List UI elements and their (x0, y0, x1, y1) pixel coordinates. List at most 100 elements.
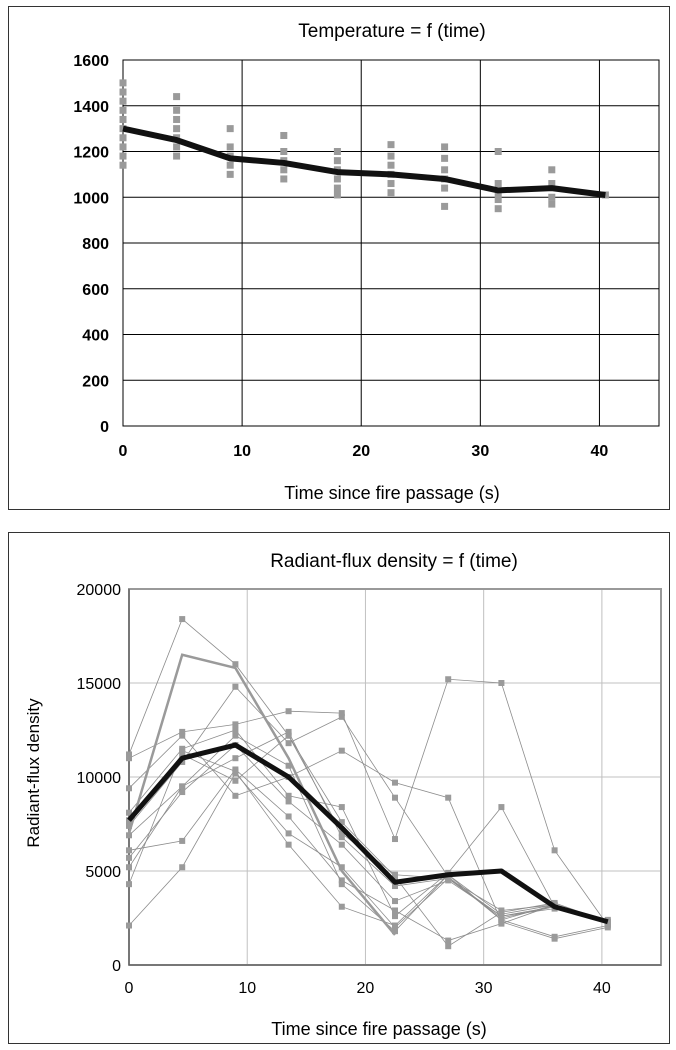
temperature-data-point (387, 161, 395, 169)
radiant-flux-chart-panel: Radiant-flux density = f (time) 0 5000 100… (8, 532, 670, 1044)
radiant-flux-data-point (392, 836, 398, 843)
radiant-flux-data-point (498, 920, 505, 927)
radiant-flux-x-tick-label: 40 (593, 980, 611, 997)
radiant-flux-data-point (392, 898, 398, 905)
temperature-data-point (494, 180, 502, 188)
radiant-flux-data-point (285, 792, 292, 799)
temperature-data-point (119, 97, 127, 105)
radiant-flux-data-point (392, 907, 398, 914)
temperature-data-point (173, 143, 181, 151)
radiant-flux-data-point (338, 834, 345, 841)
radiant-flux-data-point (551, 933, 558, 940)
radiant-flux-data-point (126, 864, 132, 871)
temperature-data-point (119, 79, 127, 87)
radiant-flux-data-point (445, 937, 452, 944)
radiant-flux-x-tick-label: 20 (357, 980, 375, 997)
radiant-flux-data-point (445, 875, 452, 882)
radiant-flux-data-point (551, 847, 558, 854)
radiant-flux-data-point (179, 864, 186, 871)
temperature-data-point (119, 106, 127, 114)
radiant-flux-data-point (338, 877, 345, 884)
temperature-data-point (173, 93, 181, 101)
radiant-flux-data-point (179, 732, 186, 739)
radiant-flux-y-tick-label: 15000 (77, 676, 122, 693)
temperature-data-point (494, 148, 502, 155)
radiant-flux-data-point (232, 792, 239, 799)
radiant-flux-data-point (179, 747, 186, 754)
radiant-flux-data-point (285, 841, 292, 848)
temperature-x-tick-label: 0 (119, 443, 128, 460)
temperature-data-point (494, 196, 502, 204)
radiant-flux-data-point (285, 728, 292, 735)
temperature-x-tick-label: 10 (233, 443, 251, 460)
temperature-data-point (226, 143, 234, 151)
temperature-mean-line (122, 125, 606, 198)
temperature-data-point (280, 175, 288, 183)
temperature-data-point (173, 115, 181, 123)
temperature-data-point (333, 157, 341, 165)
radiant-flux-data-point (179, 837, 186, 844)
temperature-data-point (173, 152, 181, 160)
radiant-flux-data-point (338, 804, 345, 811)
radiant-flux-data-point (498, 915, 505, 921)
temperature-y-tick-label: 200 (82, 373, 109, 390)
temperature-data-point (441, 154, 449, 162)
temperature-data-point (441, 166, 449, 174)
radiant-flux-data-point (126, 785, 132, 792)
temperature-data-point (387, 141, 395, 149)
radiant-flux-data-point (179, 728, 186, 735)
radiant-flux-data-point (392, 924, 398, 931)
radiant-flux-data-point (498, 911, 505, 918)
radiant-flux-data-point (232, 683, 239, 690)
radiant-flux-data-point (232, 721, 239, 728)
radiant-flux-data-point (285, 762, 292, 769)
radiant-flux-data-point (232, 770, 239, 777)
radiant-flux-data-point (285, 732, 292, 739)
temperature-data-point (441, 184, 449, 192)
temperature-x-tick-label: 40 (591, 443, 609, 460)
temperature-data-point (173, 106, 181, 114)
radiant-flux-data-point (392, 794, 398, 801)
radiant-flux-data-point (498, 804, 505, 811)
radiant-flux-data-point (126, 755, 132, 762)
radiant-flux-data-point (285, 740, 292, 747)
radiant-flux-data-point (445, 794, 452, 801)
radiant-flux-y-tick-label: 5000 (85, 864, 121, 881)
temperature-chart-title: Temperature = f (time) (298, 21, 485, 42)
temperature-data-point (333, 148, 341, 155)
radiant-flux-chart-title: Radiant-flux density = f (time) (270, 551, 518, 572)
temperature-data-point (333, 191, 341, 199)
temperature-data-point (226, 170, 234, 178)
radiant-flux-data-point (179, 783, 186, 790)
radiant-flux-data-point (126, 751, 132, 758)
radiant-flux-data-point (232, 732, 239, 739)
temperature-data-point (119, 88, 127, 96)
radiant-flux-data-point (232, 727, 239, 733)
temperature-data-point (548, 166, 556, 174)
radiant-flux-data-point (179, 616, 186, 623)
radiant-flux-data-point (392, 871, 398, 878)
radiant-flux-data-point (179, 751, 186, 758)
radiant-flux-data-point (445, 943, 452, 950)
temperature-data-point (280, 166, 288, 174)
radiant-flux-chart-x-axis-label: Time since fire passage (s) (271, 1019, 486, 1039)
radiant-flux-data-point (338, 830, 345, 837)
radiant-flux-data-point (232, 777, 239, 784)
radiant-flux-data-point (338, 713, 345, 720)
radiant-flux-sensor-line (128, 750, 608, 926)
temperature-data-point (226, 161, 234, 169)
temperature-chart-panel: Temperature = f (time) 0 200 400 600 800 1000… (8, 6, 670, 510)
radiant-flux-data-point (338, 819, 345, 826)
temperature-data-point (548, 200, 556, 208)
radiant-flux-data-point (285, 830, 292, 837)
radiant-flux-sensor-line (128, 678, 609, 926)
temperature-data-point (387, 152, 395, 160)
radiant-flux-chart: Radiant-flux density = f (time) 05000100… (24, 551, 662, 1039)
radiant-flux-data-point (338, 903, 345, 910)
temperature-y-tick-label: 1200 (73, 145, 109, 162)
radiant-flux-data-point (126, 922, 132, 929)
temperature-x-tick-label: 30 (471, 443, 489, 460)
radiant-flux-sensor-line (128, 735, 608, 940)
temperature-y-tick-label: 1400 (73, 99, 109, 116)
radiant-flux-data-point (392, 779, 398, 786)
